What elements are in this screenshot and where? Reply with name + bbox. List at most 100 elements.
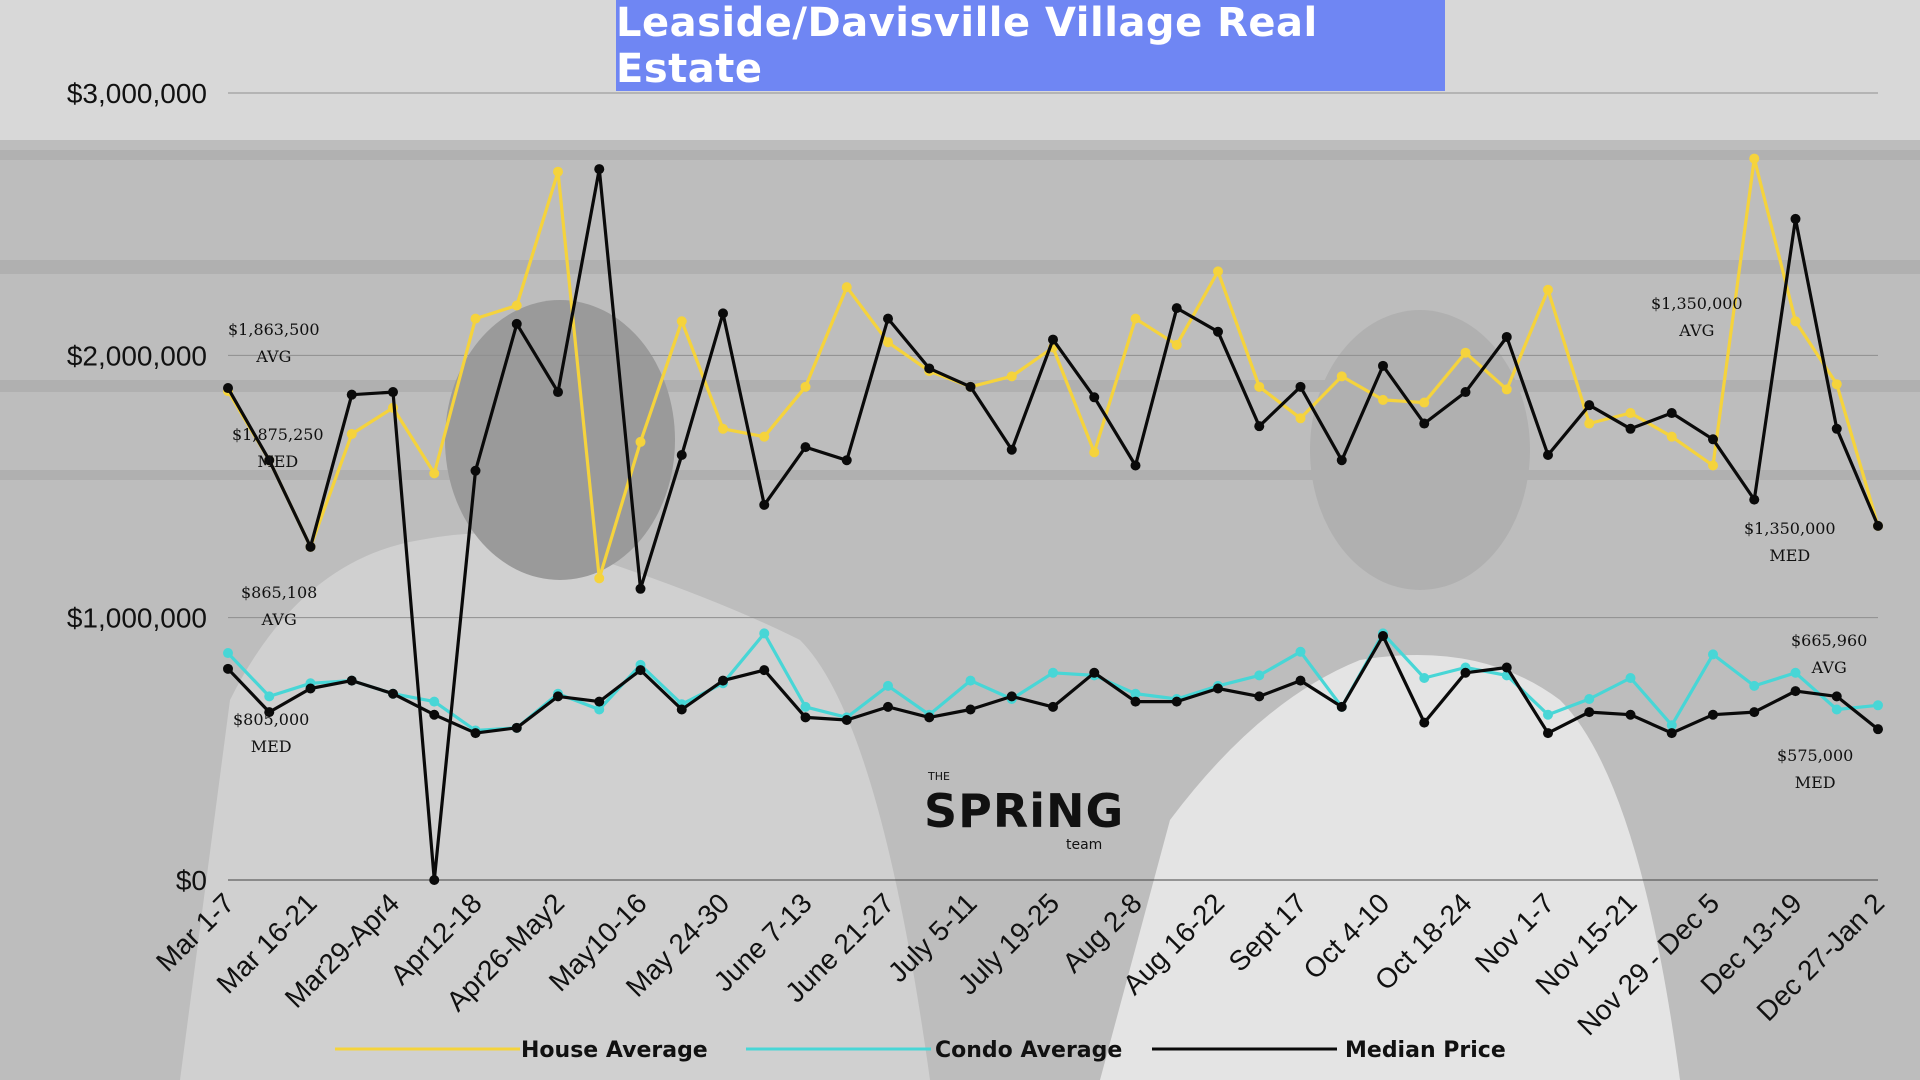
data-point: [264, 455, 275, 466]
y-tick-label: $0: [176, 865, 207, 896]
data-point: [676, 450, 687, 461]
series-line: [226, 157, 1880, 580]
data-point: [1419, 673, 1430, 684]
data-point: [305, 683, 316, 694]
data-point: [1048, 334, 1058, 345]
data-point: [1130, 460, 1141, 471]
data-point: [1873, 724, 1883, 735]
data-point: [305, 541, 316, 552]
data-point: [388, 688, 398, 699]
data-point: [883, 680, 893, 691]
data-point: [429, 875, 440, 885]
data-point: [1873, 700, 1883, 711]
data-point: [635, 436, 646, 447]
data-point: [1171, 303, 1182, 314]
data-point: [1213, 683, 1223, 694]
data-point: [1254, 381, 1265, 392]
data-point: [1584, 707, 1595, 718]
series-median-price-houses: [223, 164, 1883, 885]
annotation-start-condo-median: $805,000 MED: [233, 710, 310, 756]
x-tick-label: Nov 29 - Dec 5: [1571, 887, 1725, 1041]
data-point: [800, 712, 811, 723]
data-point: [759, 499, 770, 510]
data-point: [759, 628, 770, 639]
legend-item: Condo Average: [746, 1038, 1122, 1063]
data-point: [553, 691, 563, 702]
data-point: [223, 663, 233, 674]
data-point: [1006, 691, 1017, 702]
data-point: [1625, 408, 1636, 419]
data-point: [1089, 667, 1100, 678]
data-point: [1295, 675, 1306, 686]
data-point: [594, 696, 605, 707]
data-point: [511, 300, 522, 311]
data-point: [1419, 717, 1430, 728]
data-point: [1130, 696, 1141, 707]
data-point: [1171, 696, 1182, 707]
data-point: [924, 363, 935, 374]
series-median-price: [223, 631, 1883, 739]
data-point: [718, 423, 728, 434]
data-point: [594, 573, 605, 584]
data-point: [429, 468, 440, 479]
data-point: [883, 701, 893, 712]
data-point: [1460, 387, 1471, 398]
annotation-start-condo: $865,108 AVG: [241, 583, 318, 629]
data-point: [470, 728, 481, 739]
data-point: [1171, 339, 1182, 350]
data-point: [1831, 379, 1842, 390]
data-point: [1831, 423, 1842, 434]
data-point: [1584, 418, 1595, 429]
data-point: [1708, 434, 1718, 445]
data-point: [965, 381, 976, 392]
data-point: [594, 164, 605, 175]
data-point: [1666, 408, 1677, 419]
data-point: [1460, 347, 1471, 358]
data-point: [1831, 704, 1842, 715]
data-point: [1543, 728, 1553, 739]
legend-label: Median Price: [1345, 1038, 1506, 1063]
data-point: [388, 387, 398, 398]
annotation-end-median: $1,350,000 MED: [1744, 519, 1836, 565]
data-point: [1213, 266, 1223, 277]
series-condo-average: [223, 628, 1883, 736]
data-point: [924, 712, 935, 723]
data-point: [1254, 670, 1265, 681]
data-point: [264, 691, 275, 702]
data-point: [223, 648, 233, 659]
data-point: [1749, 707, 1760, 718]
data-point: [429, 709, 440, 720]
data-point: [1336, 371, 1347, 382]
data-point: [1873, 520, 1883, 531]
legend-label: Condo Average: [935, 1038, 1122, 1063]
data-point: [553, 387, 563, 398]
data-point: [1584, 400, 1595, 411]
data-point: [1749, 494, 1760, 505]
data-point: [1708, 709, 1718, 720]
data-point: [1749, 680, 1760, 691]
annotation-start-house: $1,863,500 AVG: [228, 320, 320, 366]
data-point: [1336, 701, 1347, 712]
data-point: [1048, 667, 1058, 678]
data-point: [1790, 686, 1801, 697]
data-point: [470, 313, 481, 324]
data-point: [429, 696, 440, 707]
data-point: [264, 707, 275, 718]
data-point: [1378, 360, 1388, 371]
y-tick-label: $3,000,000: [67, 78, 207, 109]
data-point: [841, 714, 852, 725]
data-point: [1625, 673, 1636, 684]
data-point: [883, 313, 893, 324]
data-point: [800, 442, 811, 453]
data-point: [1501, 662, 1512, 673]
data-point: [800, 701, 811, 712]
data-point: [1708, 460, 1718, 471]
data-point: [759, 431, 770, 442]
data-point: [1666, 720, 1677, 731]
logo-main-text: SPRiNG: [924, 784, 1125, 838]
annotation-end-condo-median: $575,000 MED: [1777, 746, 1854, 792]
data-point: [1708, 649, 1718, 660]
annotation-end-condo: $665,960 AVG: [1791, 631, 1868, 677]
data-point: [346, 675, 357, 686]
